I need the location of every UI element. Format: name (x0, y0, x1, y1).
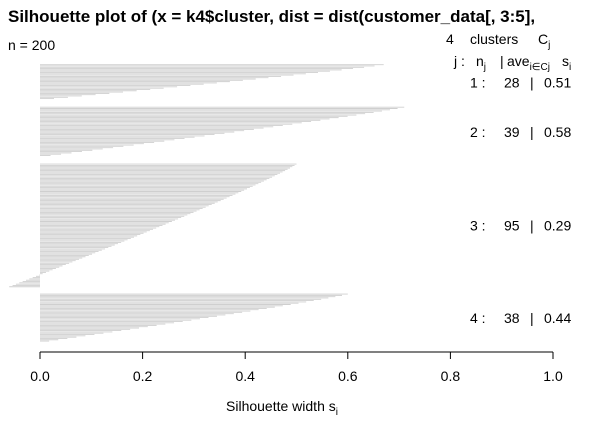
x-tick-label: 0.8 (441, 368, 461, 384)
cluster-average: 0.58 (544, 124, 571, 140)
col-n: nj (476, 53, 486, 73)
cluster-label: 3 : (470, 217, 486, 233)
x-tick-label: 0.6 (338, 368, 358, 384)
cluster-size: 28 (504, 74, 520, 90)
x-axis: 0.0 0.2 0.4 0.6 0.8 1.0 (30, 351, 563, 384)
col-s: si (562, 53, 571, 73)
col-sep: | (500, 53, 504, 69)
clusters-count: 4 (446, 31, 454, 47)
chart-title: Silhouette plot of (x = k4$cluster, dist… (8, 7, 535, 26)
n-label: n = 200 (8, 37, 55, 53)
cluster-average: 0.44 (544, 310, 571, 326)
x-axis-label: Silhouette width si (226, 398, 338, 418)
cluster-average: 0.51 (544, 74, 571, 90)
cluster-label: 1 : (470, 74, 486, 90)
cluster-separator: | (530, 124, 534, 140)
cluster-size: 38 (504, 310, 520, 326)
x-tick-label: 1.0 (543, 368, 563, 384)
cluster-average: 0.29 (544, 217, 571, 233)
silhouette-bars (9, 64, 405, 342)
clusters-c: Cj (538, 31, 550, 51)
x-tick-label: 0.4 (235, 368, 255, 384)
cluster-separator: | (530, 74, 534, 90)
cluster-label: 2 : (470, 124, 486, 140)
cluster-size: 39 (504, 124, 520, 140)
cluster-separator: | (530, 217, 534, 233)
cluster-size: 95 (504, 217, 520, 233)
x-tick-label: 0.0 (30, 368, 50, 384)
clusters-word: clusters (470, 31, 518, 47)
cluster-separator: | (530, 310, 534, 326)
x-tick-label: 0.2 (133, 368, 153, 384)
col-ave: avei∈Cj (507, 53, 550, 73)
cluster-labels: 1 : 28 | 0.51 2 : 39 | 0.58 3 : 95 | 0.29 4 : 38 | 0.44 (470, 74, 571, 326)
cluster-label: 4 : (470, 310, 486, 326)
col-j: j : (453, 53, 465, 69)
